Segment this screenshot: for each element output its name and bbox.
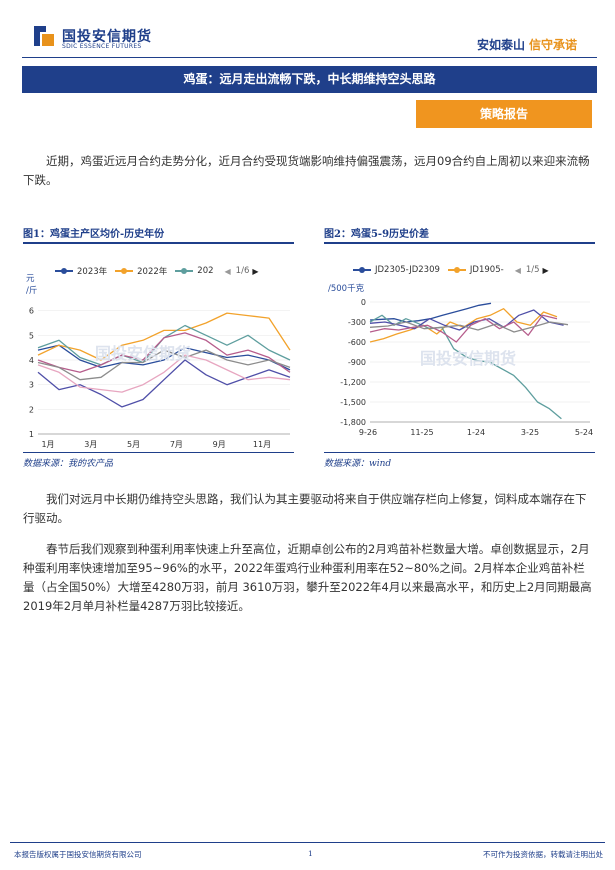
y-tick-label: -600 (348, 338, 366, 347)
figure-2-source-rule (324, 452, 595, 453)
y-tick-label: 1 (29, 430, 34, 439)
report-title: 鸡蛋：远月走出流畅下跌，中长期维持空头思路 (22, 66, 597, 93)
x-tick-label: 7月 (170, 440, 183, 449)
figure-1-unit-bottom: /斤 (26, 286, 38, 296)
series-line (37, 354, 291, 393)
legend-item[interactable]: 202 (175, 266, 214, 276)
figure-1-watermark: 国投安信期货 (95, 344, 192, 363)
legend-prev-icon[interactable]: ◀ (224, 266, 231, 276)
legend-swatch (353, 267, 371, 273)
footer-divider (10, 842, 605, 843)
legend-label: JD2305-JD2309 (375, 265, 440, 275)
figure-1-chart: 76543211月3月5月7月9月11月 (29, 290, 291, 449)
slogan-part-a: 安如泰山 (476, 38, 525, 52)
figure-1-unit-top: 元 (26, 274, 35, 284)
y-tick-label: 0 (361, 298, 366, 307)
legend-swatch (175, 268, 194, 274)
figure-1-source: 数据来源：我的农产品 (23, 459, 114, 469)
paragraph-intro: 近期，鸡蛋近远月合约走势分化，近月合约受现货端影响维持偏强震荡，远月09合约自上… (23, 154, 590, 187)
legend-swatch (447, 267, 466, 273)
legend-label: 2022年 (137, 267, 168, 277)
x-tick-label: 3-25 (521, 428, 539, 437)
legend-swatch (115, 268, 134, 274)
legend-pager: 1/5 (525, 265, 540, 275)
y-tick-label: -1,200 (340, 378, 366, 387)
x-tick-label: 1-24 (467, 428, 485, 437)
x-tick-label: 5月 (127, 440, 140, 449)
figure-1-legend: 2023年 2022年 202 ◀ 1/6 ▶ (55, 265, 262, 277)
series-line (37, 332, 291, 373)
y-tick-label: -1,800 (340, 418, 366, 427)
logo-icon (32, 24, 56, 48)
legend-pager: 1/6 (235, 266, 250, 276)
y-tick-label: -900 (348, 358, 366, 367)
legend-item[interactable]: 2022年 (115, 265, 167, 277)
y-tick-label: -1,500 (340, 398, 366, 407)
page-number: 1 (308, 849, 313, 858)
legend-next-icon[interactable]: ▶ (252, 266, 259, 276)
logo-subtext: SDIC ESSENCE FUTURES (62, 43, 142, 50)
y-tick-label: -300 (348, 318, 366, 327)
y-tick-label: 7 (29, 290, 34, 291)
legend-label: 202 (197, 266, 214, 276)
figure-2-legend: JD2305-JD2309 JD1905- ◀ 1/5 ▶ (353, 265, 552, 275)
figure-2-unit: /500千克 (328, 284, 365, 294)
x-tick-label: 5-24 (575, 428, 593, 437)
report-type-tag: 策略报告 (416, 100, 592, 128)
y-tick-label: 4 (29, 356, 34, 365)
y-tick-label: 2 (29, 405, 34, 414)
x-tick-label: 3月 (84, 440, 97, 449)
x-tick-label: 9-26 (359, 428, 377, 437)
x-tick-label: 1月 (41, 440, 54, 449)
paragraph-data: 春节后我们观察到种蛋利用率快速上升至高位，近期卓创公布的2月鸡苗补栏数量大增。卓… (23, 542, 592, 613)
x-tick-label: 9月 (213, 440, 226, 449)
legend-label: 2023年 (77, 267, 108, 277)
series-line (369, 321, 569, 333)
series-line (369, 314, 562, 420)
x-tick-label: 11月 (253, 440, 271, 449)
figure-2-source: 数据来源：wind (324, 459, 392, 469)
y-tick-label: 6 (29, 307, 34, 316)
slogan: 安如泰山 信守承诺 (477, 36, 577, 53)
legend-next-icon[interactable]: ▶ (542, 265, 549, 275)
series-line (37, 359, 291, 408)
legend-label: JD1905- (469, 265, 504, 275)
series-line (369, 314, 558, 343)
footer-disclaimer: 不可作为投资依据，转载请注明出处 (483, 850, 603, 859)
figure-2-watermark: 国投安信期货 (420, 349, 517, 368)
footer-copyright: 本报告版权属于国投安信期货有限公司 (14, 850, 142, 859)
legend-item[interactable]: JD1905- (447, 265, 504, 275)
figure-2-title: 图2：鸡蛋5-9历史价差 (324, 229, 430, 240)
series-line (369, 309, 564, 331)
x-tick-label: 11-25 (410, 428, 433, 437)
figure-1-title-rule (23, 242, 294, 244)
legend-item[interactable]: JD2305-JD2309 (353, 265, 440, 275)
legend-swatch (55, 268, 73, 274)
figure-2-title-rule (324, 242, 595, 244)
legend-prev-icon[interactable]: ◀ (514, 265, 521, 275)
slogan-part-b: 信守承诺 (528, 38, 577, 52)
paragraph-view: 我们对远月中长期仍维持空头思路，我们认为其主要驱动将来自于供应端存栏向上修复，饲… (23, 492, 587, 525)
logo-text: 国投安信期货 (62, 29, 152, 45)
series-line (37, 312, 291, 361)
legend-item[interactable]: 2023年 (55, 265, 107, 277)
y-tick-label: 3 (29, 381, 34, 390)
header-divider (22, 57, 597, 58)
series-line (37, 349, 291, 381)
figure-1-source-rule (23, 452, 294, 453)
figure-1-title: 图1：鸡蛋主产区均价-历史年份 (23, 229, 165, 240)
series-line (37, 344, 291, 371)
y-tick-label: 5 (29, 331, 34, 340)
